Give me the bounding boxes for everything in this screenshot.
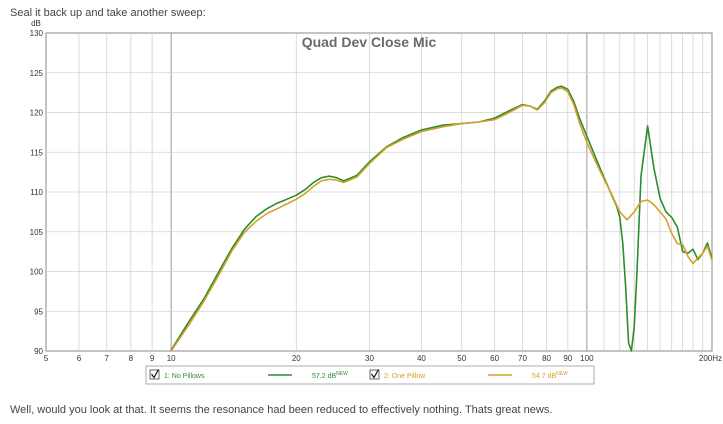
x-tick-label: 20 (292, 354, 301, 363)
x-tick-label: 9 (150, 354, 155, 363)
x-tick-label: 200Hz (699, 354, 722, 363)
outro-text: Well, would you look at that. It seems t… (10, 404, 553, 416)
y-tick-label: 110 (30, 188, 43, 197)
y-tick-label: 115 (30, 148, 43, 157)
check-icon (371, 369, 380, 379)
x-axis-ticks: 5 6 7 8 9 10 20 30 40 50 60 70 80 90 100 200Hz (44, 354, 722, 363)
series-line-1 (170, 85, 713, 352)
grid-lines (46, 33, 712, 351)
y-axis-label: dB (31, 19, 41, 28)
x-tick-label: 6 (77, 354, 82, 363)
legend-series-name: 1: No Pillows (164, 373, 205, 380)
x-tick-label: 60 (490, 354, 499, 363)
y-tick-label: 125 (30, 69, 44, 78)
legend-level: 57.2 dBNEW (312, 371, 348, 380)
legend: 1: No Pillows 57.2 dBNEW 2: One Pillow 54.7… (145, 365, 595, 385)
y-axis-ticks: 90 95 100 105 110 115 120 125 130 (30, 29, 44, 356)
legend-checkbox-2[interactable] (369, 369, 380, 380)
x-tick-label: 40 (417, 354, 426, 363)
chart-title: Quad Dev Close Mic (302, 34, 437, 50)
x-tick-label: 100 (580, 354, 594, 363)
x-tick-label: 10 (167, 354, 176, 363)
legend-series-name: 2: One Pillow (384, 373, 426, 380)
y-tick-label: 130 (30, 29, 44, 38)
x-tick-label: 90 (563, 354, 572, 363)
y-tick-label: 120 (30, 109, 44, 118)
x-tick-label: 80 (542, 354, 551, 363)
y-tick-label: 95 (34, 307, 43, 316)
y-tick-label: 100 (30, 268, 44, 277)
series-line-2 (170, 87, 713, 352)
x-tick-label: 5 (44, 354, 49, 363)
series-lines (170, 85, 713, 352)
x-tick-label: 7 (105, 354, 110, 363)
x-tick-label: 30 (365, 354, 374, 363)
y-tick-label: 90 (34, 347, 43, 356)
intro-text: Seal it back up and take another sweep: (10, 7, 206, 19)
y-tick-label: 105 (30, 228, 44, 237)
check-icon (151, 369, 160, 379)
legend-level: 54.7 dBNEW (532, 371, 568, 380)
x-tick-label: 70 (518, 354, 527, 363)
x-tick-label: 8 (129, 354, 134, 363)
x-tick-label: 50 (457, 354, 466, 363)
legend-checkbox-1[interactable] (149, 369, 160, 380)
